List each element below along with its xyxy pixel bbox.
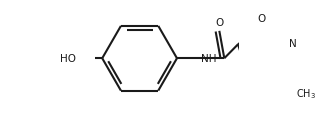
Text: O: O bbox=[215, 18, 223, 28]
Text: HO: HO bbox=[60, 54, 76, 64]
Text: CH$_3$: CH$_3$ bbox=[296, 86, 316, 100]
Text: N: N bbox=[289, 39, 297, 49]
Text: NH: NH bbox=[201, 54, 217, 64]
Text: O: O bbox=[258, 14, 266, 24]
